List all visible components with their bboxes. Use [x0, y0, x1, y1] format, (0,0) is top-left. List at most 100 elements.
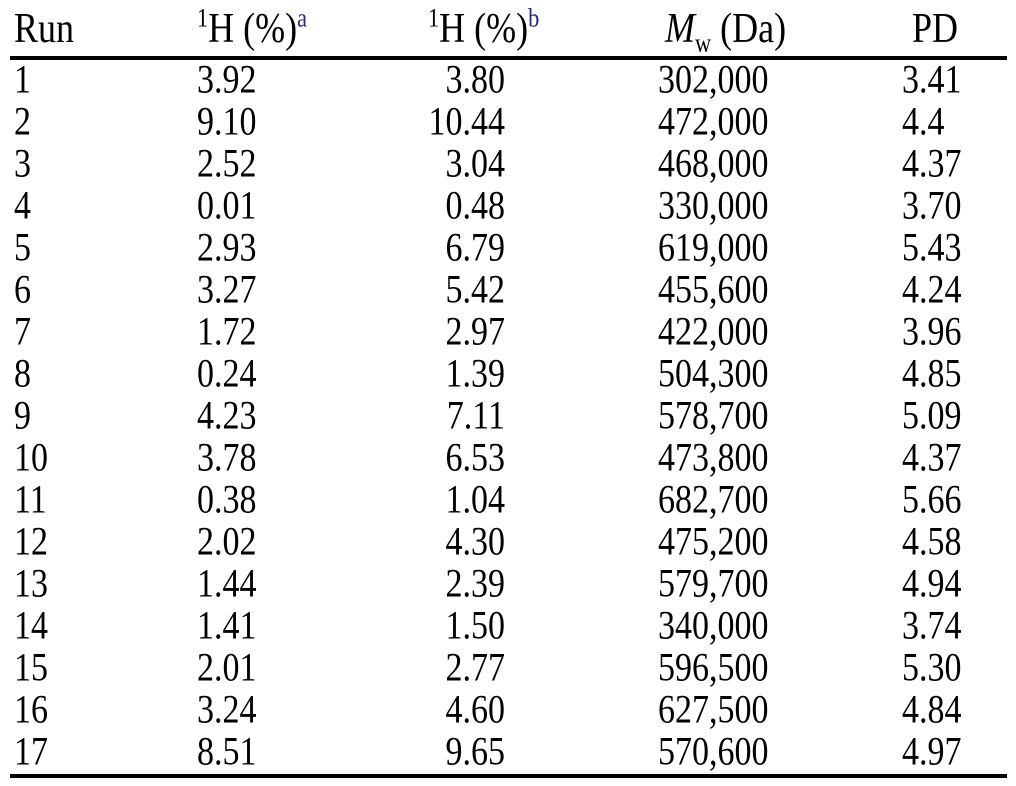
- column-header-mw: Mw (Da): [560, 0, 815, 60]
- run-cell: 16: [10, 688, 193, 732]
- pd-cell: 4.37: [815, 142, 1007, 186]
- h-percent-a-cell: 3.92: [193, 58, 428, 102]
- table-row: 2 9.10 10.44 472,000 4.4: [10, 100, 1007, 144]
- table-row: 5 2.93 6.79 619,000 5.43: [10, 226, 1007, 270]
- run-cell: 17: [10, 730, 193, 776]
- pd-cell: 4.37: [815, 436, 1007, 480]
- h-percent-a-cell-value: 3.24: [197, 688, 257, 732]
- pd-cell: 5.66: [815, 478, 1007, 522]
- run-header-label: Run: [14, 4, 75, 52]
- h-percent-a-cell-value: 0.38: [197, 478, 257, 522]
- isotope-superscript: 1: [197, 2, 209, 33]
- run-cell-value: 12: [14, 520, 48, 564]
- h-percent-a-header-label: 1H (%)a: [197, 3, 307, 53]
- pd-cell: 4.94: [815, 562, 1007, 606]
- h-percent-b-cell-value: 2.97: [445, 310, 506, 354]
- h-percent-a-cell-value: 1.41: [197, 604, 257, 648]
- run-cell-value: 2: [14, 100, 31, 144]
- mw-cell: 455,600: [560, 268, 815, 312]
- h-percent-a-cell-value: 0.01: [197, 184, 257, 228]
- mw-cell-value: 627,500: [658, 688, 769, 732]
- pd-cell: 5.09: [815, 394, 1007, 438]
- run-cell: 10: [10, 436, 193, 480]
- run-cell-value: 15: [14, 646, 48, 690]
- mw-cell: 468,000: [560, 142, 815, 186]
- h-percent-b-cell-value: 3.04: [445, 142, 506, 186]
- h-percent-a-cell: 0.24: [193, 352, 428, 396]
- pd-cell-value: 4.37: [902, 436, 962, 480]
- run-cell-value: 16: [14, 688, 48, 732]
- h-percent-b-cell-value: 7.11: [446, 394, 505, 438]
- h-percent-b-cell-value: 6.79: [445, 226, 506, 270]
- h-percent-b-cell: 9.65: [428, 730, 560, 776]
- run-cell: 14: [10, 604, 193, 648]
- nmr-results-table: Run 1H (%)a 1H (%)b Mw (Da) PD 1 3.92 3.80…: [10, 0, 1007, 778]
- h-percent-b-cell: 4.60: [428, 688, 560, 732]
- table-row: 15 2.01 2.77 596,500 5.30: [10, 646, 1007, 690]
- mw-cell-value: 340,000: [658, 604, 769, 648]
- pd-cell: 3.70: [815, 184, 1007, 228]
- h-percent-a-cell: 3.78: [193, 436, 428, 480]
- run-cell: 2: [10, 100, 193, 144]
- mw-cell-value: 579,700: [658, 562, 769, 606]
- mw-cell-value: 570,600: [658, 730, 769, 774]
- table-row: 4 0.01 0.48 330,000 3.70: [10, 184, 1007, 228]
- h-percent-b-cell-value: 1.04: [445, 478, 506, 522]
- h-percent-b-cell: 1.50: [428, 604, 560, 648]
- run-cell-value: 13: [14, 562, 48, 606]
- table-row: 12 2.02 4.30 475,200 4.58: [10, 520, 1007, 564]
- pd-cell-value: 3.41: [902, 58, 962, 102]
- h-percent-a-cell: 8.51: [193, 730, 428, 776]
- h-percent-a-cell: 2.02: [193, 520, 428, 564]
- h-percent-b-cell: 2.77: [428, 646, 560, 690]
- run-cell-value: 17: [14, 730, 48, 774]
- mw-cell-value: 330,000: [658, 184, 769, 228]
- run-cell: 11: [10, 478, 193, 522]
- h-percent-b-cell: 1.39: [428, 352, 560, 396]
- pd-cell-value: 4.94: [902, 562, 962, 606]
- pd-cell: 4.24: [815, 268, 1007, 312]
- mw-cell: 475,200: [560, 520, 815, 564]
- header-row: Run 1H (%)a 1H (%)b Mw (Da) PD: [10, 0, 1007, 60]
- mw-symbol: M: [665, 4, 695, 52]
- mw-cell: 578,700: [560, 394, 815, 438]
- h-percent-a-cell-value: 3.92: [197, 58, 257, 102]
- run-cell-value: 4: [14, 184, 31, 228]
- run-cell: 3: [10, 142, 193, 186]
- footnote-a-link[interactable]: a: [297, 2, 308, 33]
- table-header: Run 1H (%)a 1H (%)b Mw (Da) PD: [10, 0, 1007, 60]
- h-percent-b-cell-value: 4.60: [445, 688, 506, 732]
- run-cell: 9: [10, 394, 193, 438]
- h-percent-b-cell: 2.97: [428, 310, 560, 354]
- mw-cell: 596,500: [560, 646, 815, 690]
- table-row: 17 8.51 9.65 570,600 4.97: [10, 730, 1007, 776]
- mw-cell: 682,700: [560, 478, 815, 522]
- h-percent-b-base: H (%): [439, 4, 529, 52]
- pd-cell-value: 4.84: [902, 688, 962, 732]
- mw-cell-value: 422,000: [658, 310, 769, 354]
- table-row: 6 3.27 5.42 455,600 4.24: [10, 268, 1007, 312]
- mw-header-label: Mw (Da): [665, 3, 786, 56]
- run-cell-value: 6: [14, 268, 31, 312]
- h-percent-b-cell: 4.30: [428, 520, 560, 564]
- run-cell: 7: [10, 310, 193, 354]
- h-percent-b-cell: 6.53: [428, 436, 560, 480]
- pd-cell-value: 4.58: [902, 520, 962, 564]
- h-percent-b-cell-value: 0.48: [445, 184, 506, 228]
- pd-cell: 3.74: [815, 604, 1007, 648]
- table-row: 3 2.52 3.04 468,000 4.37: [10, 142, 1007, 186]
- mw-subscript: w: [695, 27, 712, 58]
- pd-cell: 4.85: [815, 352, 1007, 396]
- h-percent-b-cell: 5.42: [428, 268, 560, 312]
- h-percent-a-cell: 2.93: [193, 226, 428, 270]
- pd-cell-value: 4.97: [902, 730, 962, 774]
- h-percent-a-cell-value: 3.27: [197, 268, 257, 312]
- h-percent-b-cell: 6.79: [428, 226, 560, 270]
- h-percent-b-cell: 3.04: [428, 142, 560, 186]
- footnote-b-link[interactable]: b: [528, 2, 540, 33]
- mw-cell: 579,700: [560, 562, 815, 606]
- pd-cell: 4.58: [815, 520, 1007, 564]
- mw-cell-value: 468,000: [658, 142, 769, 186]
- mw-cell: 473,800: [560, 436, 815, 480]
- h-percent-b-cell: 0.48: [428, 184, 560, 228]
